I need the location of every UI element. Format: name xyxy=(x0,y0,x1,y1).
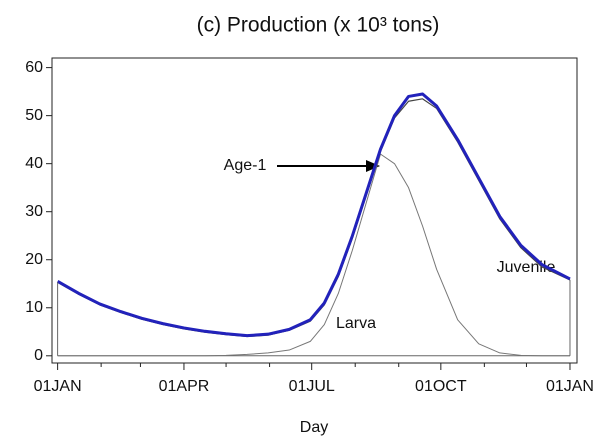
x-axis-label: Day xyxy=(300,419,328,436)
chart-title: (c) Production (x 10³ tons) xyxy=(197,14,440,37)
x-tick-label: 01JAN xyxy=(34,378,82,395)
series-line xyxy=(57,153,570,357)
arrow-head xyxy=(366,160,380,172)
y-tick-label: 50 xyxy=(25,107,43,124)
plot-frame xyxy=(51,57,578,364)
y-tick-label: 30 xyxy=(25,203,43,220)
annotation: Larva xyxy=(336,315,376,332)
x-tick-label: 01OCT xyxy=(415,378,467,395)
y-tick-label: 60 xyxy=(25,59,43,76)
annotation: Age-1 xyxy=(224,157,267,174)
series-line xyxy=(56,92,571,338)
y-tick-label: 0 xyxy=(34,347,43,364)
y-tick-label: 40 xyxy=(25,155,43,172)
x-tick-label: 01JAN xyxy=(546,378,594,395)
y-tick-label: 20 xyxy=(25,251,43,268)
x-tick-label: 01APR xyxy=(159,378,210,395)
x-tick-label: 01JUL xyxy=(289,378,335,395)
series-line xyxy=(57,98,571,338)
y-tick-label: 10 xyxy=(25,299,43,316)
